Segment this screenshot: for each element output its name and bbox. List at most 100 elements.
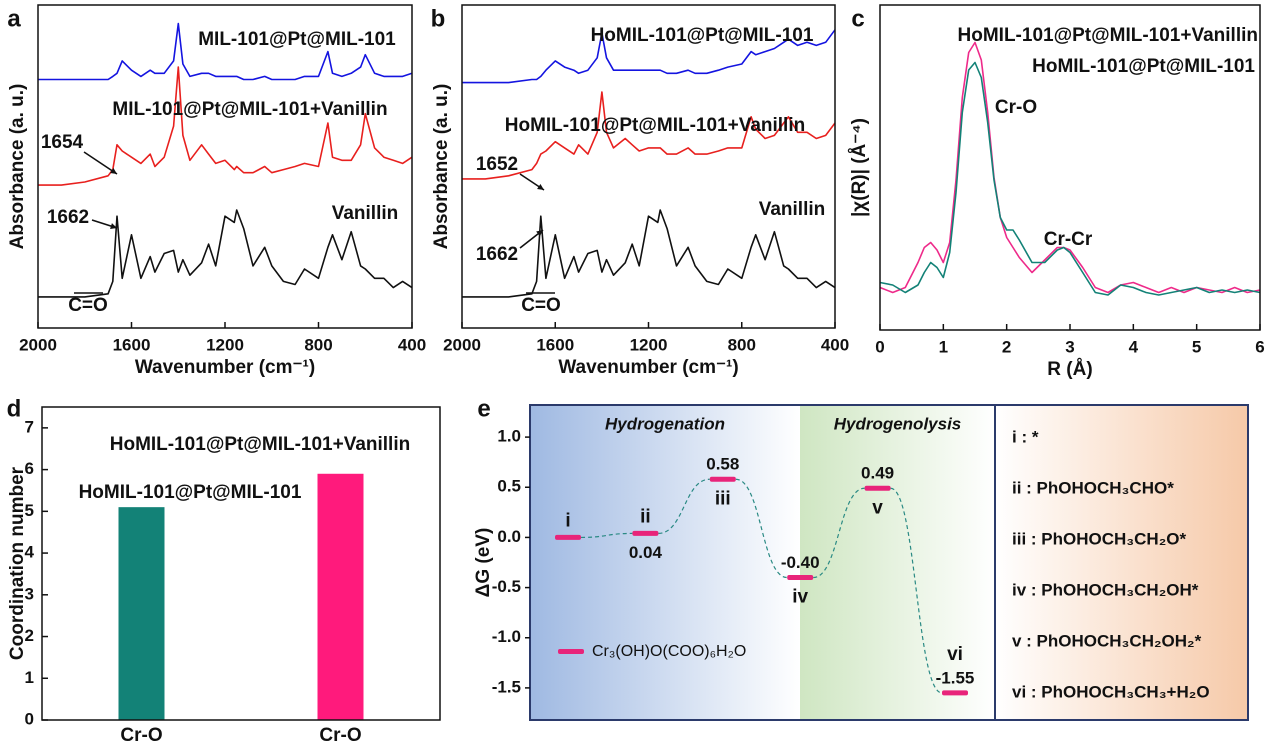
energy-level [709,476,736,482]
energy-level [864,485,891,491]
y-tick-label: 0.0 [497,527,521,546]
state-label: iii [715,488,731,509]
y-tick-label: 2 [25,626,34,645]
series-label: MIL-101@Pt@MIL-101 [198,29,396,50]
x-tick-label: 5 [1192,337,1201,356]
series-label: HoMIL-101@Pt@MIL-101 [591,25,814,46]
series-line [879,61,1261,296]
y-axis-label: ΔG (eV) [473,528,494,598]
x-tick-label: Cr-O [120,725,162,746]
series-line [462,209,836,298]
series-line [38,22,413,81]
x-tick-label: 800 [728,335,756,354]
region [800,405,995,720]
state-label: i [565,510,570,531]
species-label: iv : PhOHOCH₃CH₂OH* [1012,580,1199,599]
series-line [879,41,1261,294]
panel-label: d [7,395,22,422]
series-label: HoMIL-101@Pt@MIL-101 [79,482,302,503]
x-tick-label: 2000 [19,335,57,354]
x-tick-label: 0 [875,337,884,356]
value-label: -1.55 [936,668,975,687]
x-tick-label: 400 [398,335,426,354]
annotation: Cr-Cr [1044,229,1093,250]
plot-frame [879,4,1261,331]
panel-label: a [7,5,21,32]
x-tick-label: 1600 [113,335,151,354]
y-tick-label: 1 [25,668,34,687]
series-line [38,209,413,298]
x-axis-label: Wavenumber (cm⁻¹) [135,357,315,378]
x-axis-label: R (Å) [1047,359,1092,380]
arrow-head [537,183,544,190]
x-tick-label: 1 [939,337,948,356]
species-box [995,405,1248,720]
connector [813,487,865,579]
bar [317,473,364,720]
series-line [38,66,413,186]
region-label: Hydrogenation [605,414,725,433]
x-axis-label: Wavenumber (cm⁻¹) [558,357,738,378]
x-tick-label: 400 [821,335,849,354]
x-tick-label: 6 [1255,337,1264,356]
series-label: HoMIL-101@Pt@MIL-101+Vanillin [110,434,410,455]
x-tick-label: 1200 [206,335,244,354]
x-tick-label: Cr-O [319,725,361,746]
y-tick-label: 5 [25,501,34,520]
y-tick-label: -0.5 [492,577,521,596]
y-tick-label: 7 [25,417,34,436]
annotation: 1654 [41,132,84,153]
y-axis-label: Coordination number [7,466,28,660]
species-label: v : PhOHOCH₃CH₂OH₂* [1012,631,1202,650]
plot-frame [37,4,413,329]
value-label: 0.49 [861,464,894,483]
series-label: HoMIL-101@Pt@MIL-101 [1032,56,1255,77]
annotation: 1662 [47,207,89,228]
y-tick-label: 0 [25,709,34,728]
series-label: HoMIL-101@Pt@MIL-101+Vanillin [505,115,805,136]
series-label: HoMIL-101@Pt@MIL-101+Vanillin [958,25,1258,46]
state-label: v [872,497,883,518]
state-label: vi [947,644,963,665]
connector [658,478,710,535]
y-axis-label: Absorbance (a. u.) [7,84,28,250]
arrow-head [536,230,543,237]
value-label: 0.04 [629,543,663,562]
panel-label: e [477,395,490,422]
series-line [462,91,836,180]
x-tick-label: 1600 [536,335,574,354]
plot-frame [41,406,441,721]
arrow-head [110,167,117,174]
annotation: C=O [68,295,108,316]
series-label: MIL-101@Pt@MIL-101+Vanillin [112,99,387,120]
value-label: 0.58 [706,455,739,474]
annotation: C=O [521,295,561,316]
species-label: ii : PhOHOCH₃CHO* [1012,478,1174,497]
y-tick-label: 1.0 [497,427,521,446]
y-axis-label: Absorbance (a. u.) [431,84,452,250]
panel-label: c [851,5,864,32]
annotation-arrow [83,151,118,175]
species-label: vi : PhOHOCH₃CH₃+H₂O [1012,682,1210,701]
y-tick-label: -1.0 [492,627,521,646]
y-tick-label: 6 [25,459,34,478]
bar [118,507,165,720]
y-tick-label: -1.5 [492,677,521,696]
value-label: -0.40 [781,553,820,572]
region-label: Hydrogenolysis [834,414,962,433]
x-tick-label: 800 [304,335,332,354]
x-tick-label: 2000 [443,335,481,354]
legend-swatch [558,649,584,654]
x-tick-label: 3 [1065,337,1074,356]
x-tick-label: 1200 [630,335,668,354]
legend-label: Cr₃(OH)O(COO)₆H₂O [592,643,746,660]
annotation: 1652 [476,154,518,175]
annotation: Cr-O [995,97,1037,118]
y-tick-label: 3 [25,584,34,603]
y-axis-label: |χ(R)| (Å⁻⁴) [849,118,870,217]
panel-label: b [431,5,446,32]
species-label: i : * [1012,427,1039,446]
state-label: ii [640,506,651,527]
connector [735,478,788,579]
